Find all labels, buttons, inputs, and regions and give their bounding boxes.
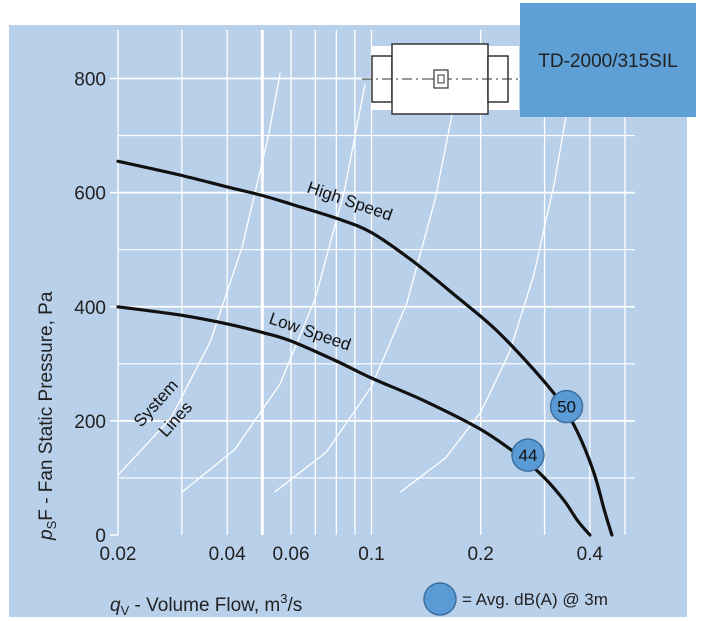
y-axis-symbol: p: [36, 529, 57, 541]
db-marker-label-44: 44: [518, 446, 537, 465]
x-tick-label-0-04: 0.04: [209, 544, 246, 565]
high-speed-curve: [116, 159, 614, 537]
legend-text: = Avg. dB(A) @ 3m: [462, 590, 608, 609]
tick-labels: 0.02 0.04 0.06 0.1 0.2 0.4 0 200 400 600 800: [74, 70, 603, 565]
system-line-1: [117, 72, 281, 476]
low-speed-curve: [116, 305, 592, 537]
y-axis-title: pSF - Fan Static Pressure, Pa: [36, 291, 59, 541]
y-tick-label-400: 400: [74, 298, 106, 319]
x-axis-superscript: 3: [280, 591, 287, 606]
model-label: TD-2000/315SIL: [538, 51, 677, 72]
system-lines: [117, 72, 568, 493]
db-marker-label-50: 50: [557, 398, 576, 417]
db-marker-50: [549, 389, 584, 424]
y-tick-label-800: 800: [74, 70, 106, 91]
y-tick-label-200: 200: [74, 412, 106, 433]
legend-marker-icon: [423, 582, 457, 616]
y-tick-label-0: 0: [95, 526, 106, 547]
system-line-4: [399, 112, 568, 493]
fan-silhouette-icon: [362, 43, 519, 115]
x-axis-subscript: V: [121, 603, 130, 618]
x-axis-title: qV - Volume Flow, m3/s: [110, 591, 302, 618]
y-axis-text: F - Fan Static Pressure, Pa: [36, 291, 57, 521]
system-line-3: [274, 89, 458, 493]
x-tick-label-0-2: 0.2: [467, 544, 493, 565]
x-axis-tail: /s: [287, 595, 302, 616]
x-tick-label-0-02: 0.02: [100, 544, 137, 565]
db-marker-44: [511, 438, 545, 472]
x-tick-label-0-1: 0.1: [358, 544, 384, 565]
y-axis-subscript: S: [44, 520, 59, 529]
fan-curves: [116, 159, 614, 537]
noise-markers: 50 44: [511, 389, 584, 472]
y-tick-label-600: 600: [74, 184, 106, 205]
system-line-2: [181, 84, 366, 493]
x-tick-label-0-06: 0.06: [273, 544, 310, 565]
x-axis-text: - Volume Flow, m: [129, 595, 280, 616]
x-tick-label-0-4: 0.4: [577, 544, 604, 565]
grid: [110, 30, 635, 536]
model-box: [520, 3, 696, 117]
x-axis-symbol: q: [110, 595, 121, 616]
